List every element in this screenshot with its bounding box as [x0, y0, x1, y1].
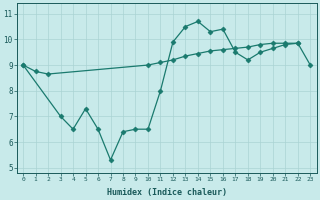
X-axis label: Humidex (Indice chaleur): Humidex (Indice chaleur): [107, 188, 227, 197]
